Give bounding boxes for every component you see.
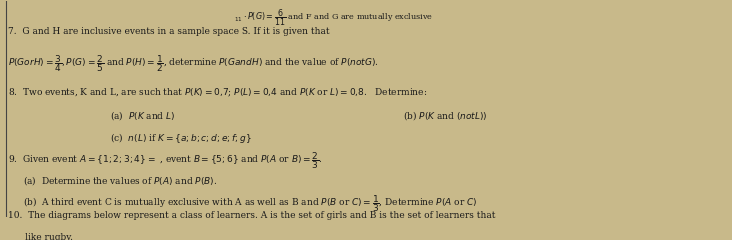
Text: 10.  The diagrams below represent a class of learners. A is the set of girls and: 10. The diagrams below represent a class… (8, 211, 496, 220)
Text: 9.  Given event $A = \{1; 2; 3; 4\} =$ , event $B = \{5; 6\}$ and $P(A$ or $B) =: 9. Given event $A = \{1; 2; 3; 4\} =$ , … (8, 150, 323, 171)
Text: (b) $P(K$ and $(notL))$: (b) $P(K$ and $(notL))$ (403, 109, 488, 122)
Text: (c)  $n(L)$ if $K = \{a; b; c; d; e; f; g\}$: (c) $n(L)$ if $K = \{a; b; c; d; e; f; g… (111, 131, 252, 145)
Text: 7.  G and H are inclusive events in a sample space S. If it is given that: 7. G and H are inclusive events in a sam… (8, 27, 329, 36)
Text: 8.  Two events, K and L, are such that $P(K) = 0{,}7$; $P(L) = 0{,}4$ and $P(K$ : 8. Two events, K and L, are such that $P… (8, 87, 427, 99)
Text: (b)  A third event C is mutually exclusive with A as well as B and $P(B$ or $C) : (b) A third event C is mutually exclusiv… (23, 193, 477, 214)
Text: $P(GorH) = \dfrac{3}{4}, P(G) = \dfrac{2}{5}$ and $P(H) = \dfrac{1}{2}$, determi: $P(GorH) = \dfrac{3}{4}, P(G) = \dfrac{2… (8, 53, 379, 73)
Text: $_{11}\cdot P(G) = \dfrac{6}{11}$ and F and G are mutually exclusive: $_{11}\cdot P(G) = \dfrac{6}{11}$ and F … (234, 7, 433, 28)
Text: (a)  Determine the values of $P(A)$ and $P(B)$.: (a) Determine the values of $P(A)$ and $… (23, 174, 217, 187)
Text: like rugby.: like rugby. (8, 233, 73, 240)
Text: (a)  $P(K$ and $L)$: (a) $P(K$ and $L)$ (111, 109, 176, 122)
